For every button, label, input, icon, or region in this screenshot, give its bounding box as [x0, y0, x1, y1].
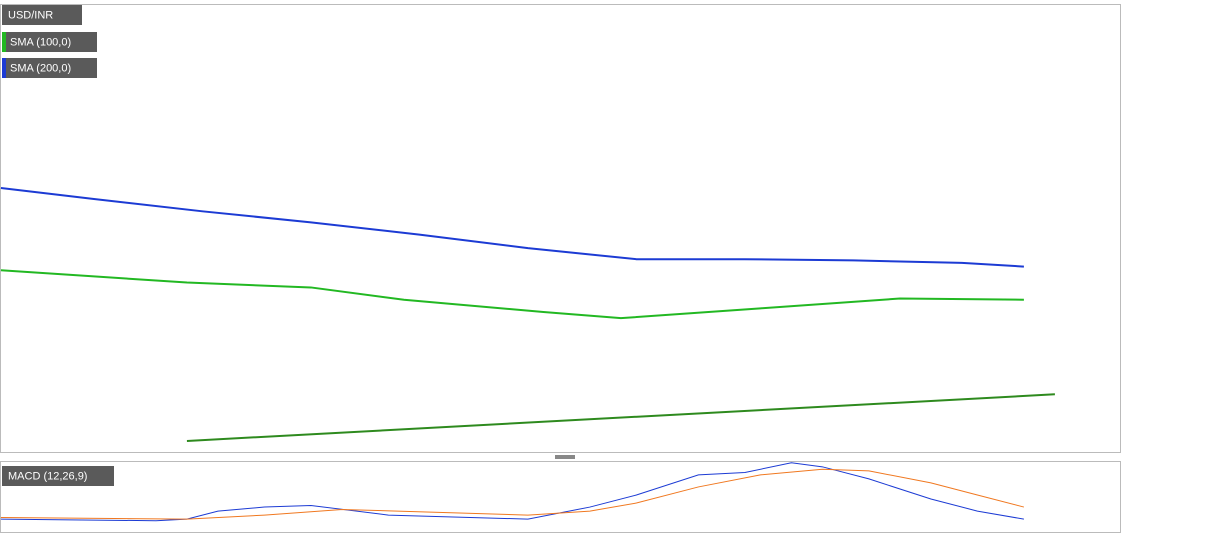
- signal-line: [0, 468, 1025, 520]
- legend-swatch: [2, 58, 6, 78]
- legend-box: [2, 5, 82, 25]
- legend-box: [2, 32, 97, 52]
- legend-box: [2, 58, 97, 78]
- macd-title: MACD (12,26,9): [8, 470, 87, 482]
- macd-line: [0, 462, 1024, 522]
- legend-title: USD/INR: [8, 9, 53, 21]
- price-panel-frame: [0, 4, 1121, 453]
- sma-line: [0, 269, 1024, 320]
- trendline: [186, 393, 1055, 442]
- legend-entry: SMA (100,0): [10, 36, 71, 48]
- plot: [0, 186, 1055, 522]
- panel-divider-handle: [555, 455, 575, 459]
- legend: USD/INR SMA (100,0) SMA (200,0) MACD (12…: [2, 5, 114, 486]
- legend-box: [2, 466, 114, 486]
- legend-swatch: [2, 32, 6, 52]
- macd-panel-frame: [0, 461, 1121, 533]
- sma-line: [0, 186, 1024, 268]
- legend-entry: SMA (200,0): [10, 62, 71, 74]
